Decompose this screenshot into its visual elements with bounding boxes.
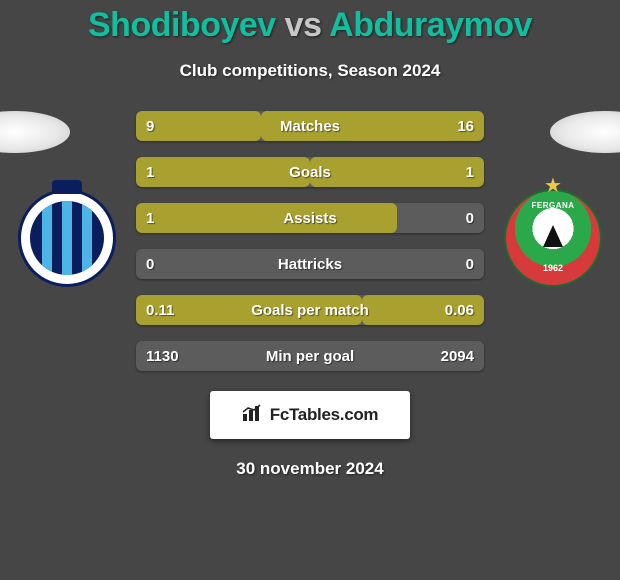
player-a-photo [0, 111, 70, 153]
crest-b-label: FERGANA [506, 201, 600, 210]
player-b-photo [550, 111, 620, 153]
stat-label: Hattricks [136, 256, 484, 273]
player-a-column [0, 111, 130, 287]
page-title: Shodiboyev vs Abduraymov [0, 6, 620, 45]
crest-a-inner [30, 201, 104, 275]
footer-date: 30 november 2024 [0, 459, 620, 479]
stat-row: 10Assists [136, 203, 484, 233]
stat-row: 11302094Min per goal [136, 341, 484, 371]
player-a-name: Shodiboyev [88, 6, 276, 44]
stat-label: Assists [136, 210, 484, 227]
stats-list: 916Matches 11Goals 10Assists 00Hattricks 0.1… [130, 111, 490, 371]
stat-label: Min per goal [136, 348, 484, 365]
crown-icon [52, 180, 82, 194]
brand-badge[interactable]: FcTables.com [210, 391, 410, 439]
arena: 916Matches 11Goals 10Assists 00Hattricks 0.1… [0, 111, 620, 371]
team-b-crest: ★ FERGANA 1962 [504, 189, 602, 287]
comparison-card: Shodiboyev vs Abduraymov Club competitio… [0, 0, 620, 479]
stat-label: Matches [136, 118, 484, 135]
player-b-name: Abduraymov [329, 6, 532, 44]
chart-icon [242, 404, 264, 427]
stat-row: 916Matches [136, 111, 484, 141]
crest-b-year: 1962 [506, 263, 600, 273]
title-separator: vs [285, 6, 322, 44]
subtitle: Club competitions, Season 2024 [0, 61, 620, 81]
stat-row: 0.110.06Goals per match [136, 295, 484, 325]
stat-label: Goals per match [136, 302, 484, 319]
stat-row: 00Hattricks [136, 249, 484, 279]
stat-label: Goals [136, 164, 484, 181]
brand-text: FcTables.com [270, 405, 379, 425]
star-icon: ★ [544, 173, 562, 198]
player-b-column: ★ FERGANA 1962 [490, 111, 620, 287]
derrick-icon [543, 225, 563, 247]
stat-row: 11Goals [136, 157, 484, 187]
team-a-crest [18, 189, 116, 287]
